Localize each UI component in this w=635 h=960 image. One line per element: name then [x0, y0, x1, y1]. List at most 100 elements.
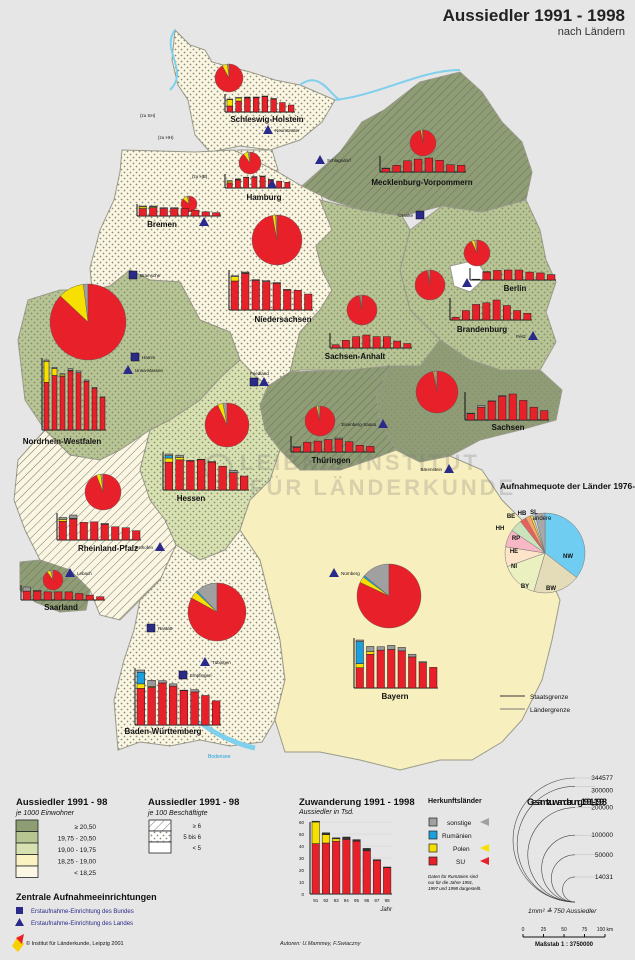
- bar-su: [175, 459, 184, 491]
- bar-su: [147, 687, 156, 726]
- bar-sonstige: [418, 661, 427, 663]
- bar-sonstige: [230, 275, 239, 277]
- state-label: Hamburg: [246, 193, 281, 202]
- bar-su: [504, 269, 513, 281]
- origin-swatch-1: [428, 830, 438, 840]
- bar-rumaenien: [355, 641, 364, 664]
- bar-su: [253, 97, 260, 113]
- bar-su: [514, 269, 523, 281]
- bar-su: [170, 208, 179, 217]
- bar-su: [492, 299, 501, 321]
- bar-sonstige: [22, 586, 31, 592]
- zuwanderung-bar-sonstige: [321, 832, 330, 835]
- scale-label: Maßstab 1 : 3750000: [535, 942, 594, 948]
- federal-facility-square-icon: [146, 623, 156, 633]
- bar-su: [366, 653, 375, 689]
- bar-sonstige: [100, 523, 109, 525]
- density-swatch: [15, 831, 39, 844]
- x-tick-label: 94: [344, 898, 350, 903]
- state-chart-he: Hessen: [162, 402, 250, 503]
- bar-su: [451, 316, 460, 321]
- density-swatch: [15, 854, 39, 867]
- pie-slice: [49, 283, 127, 361]
- bar-polen: [226, 99, 233, 107]
- facility-land: Peitz: [516, 331, 538, 340]
- map-title: Aussiedler 1991 - 1998 nach Ländern: [443, 6, 625, 38]
- bar-su: [251, 280, 260, 311]
- state-label: Rheinland-Pfalz: [78, 544, 138, 553]
- bar-su: [111, 526, 120, 541]
- pie-slice: [346, 294, 378, 326]
- bar-sonstige: [149, 205, 158, 208]
- facility-label: Bärenstein: [420, 467, 442, 472]
- bar-su: [303, 441, 312, 453]
- facility-land: Tübingen: [200, 657, 231, 666]
- density-swatch: [15, 819, 39, 832]
- bar-su: [482, 302, 491, 321]
- facility-land: Schlagsdorf: [315, 155, 352, 164]
- pie-slice: [214, 63, 244, 93]
- bar-su: [387, 649, 396, 689]
- origin-swatch-0: [428, 817, 438, 827]
- x-tick-label: 98: [385, 898, 391, 903]
- origin-legend-item: Rumänien: [442, 833, 472, 840]
- state-label: Thüringen: [311, 456, 350, 465]
- bar-sonstige: [75, 370, 82, 373]
- bar-su: [179, 690, 188, 726]
- bar-su: [226, 105, 233, 113]
- bar-su: [414, 158, 423, 173]
- scale-tick-label: 75: [582, 927, 588, 933]
- bar-su: [212, 700, 221, 726]
- authors-text: Autoren: U.Mammey, F.Swiaczny: [279, 941, 362, 947]
- bar-su: [304, 293, 313, 311]
- origin-legend-item: SU: [456, 859, 465, 866]
- workers-legend-item: ≥ 6: [193, 824, 202, 830]
- institute-logo-mark: [16, 934, 24, 944]
- quota-label: BY: [521, 584, 529, 590]
- bar-sonstige: [283, 289, 292, 291]
- bar-sonstige: [408, 653, 417, 658]
- state-chart-st: Sachsen-Anhalt: [325, 294, 412, 361]
- scale-tick-label: 0: [522, 927, 525, 933]
- bar-su: [334, 438, 343, 453]
- workers-legend-subtitle: je 100 Beschäftigte: [147, 810, 208, 817]
- state-facility-triangle-icon: [263, 125, 273, 134]
- density-legend-title: Aussiedler 1991 - 98: [16, 797, 107, 808]
- bar-su: [293, 290, 302, 311]
- bar-sonstige: [381, 167, 390, 169]
- zuwanderung-bar-sonstige: [342, 836, 351, 840]
- bar-sonstige: [268, 179, 274, 181]
- bar-sonstige: [69, 514, 78, 519]
- state-label: Nordrhein-Westfalen: [23, 437, 102, 446]
- origin-note: Daten für Rumänien sind nur für die Jahre…: [428, 874, 481, 891]
- bar-su: [355, 445, 364, 453]
- bar-su: [158, 682, 167, 726]
- bar-su: [69, 518, 78, 541]
- federal-facility-square-icon: [178, 670, 188, 680]
- bar-polen: [136, 683, 145, 689]
- quota-slice-nw: [544, 512, 586, 578]
- facility-land: Unna-Massen: [123, 365, 164, 374]
- facility-label: Friedland: [250, 371, 269, 376]
- bar-sonstige: [355, 639, 364, 642]
- bar-su: [523, 313, 532, 321]
- bar-su: [292, 447, 301, 453]
- bar-sonstige: [226, 180, 233, 182]
- state-facility-triangle-icon: [378, 419, 388, 428]
- zuwanderung-bar-sonstige: [372, 859, 381, 861]
- facility-land: Eisenberg-Saasa: [341, 419, 388, 428]
- y-tick-label: 50: [299, 832, 305, 837]
- x-tick-label: 95: [354, 898, 360, 903]
- bar-su: [493, 270, 502, 281]
- bar-su: [376, 649, 385, 689]
- bar-sonstige: [190, 689, 199, 693]
- bar-sonstige: [259, 175, 266, 177]
- y-tick-label: 10: [299, 880, 305, 885]
- pie-slice: [204, 402, 250, 448]
- pie-slice: [414, 269, 446, 301]
- origin-legend-item: Polen: [453, 846, 470, 853]
- zuwanderung-bar-su: [332, 840, 341, 895]
- state-chart-nw: Nordrhein-Westfalen: [23, 283, 127, 446]
